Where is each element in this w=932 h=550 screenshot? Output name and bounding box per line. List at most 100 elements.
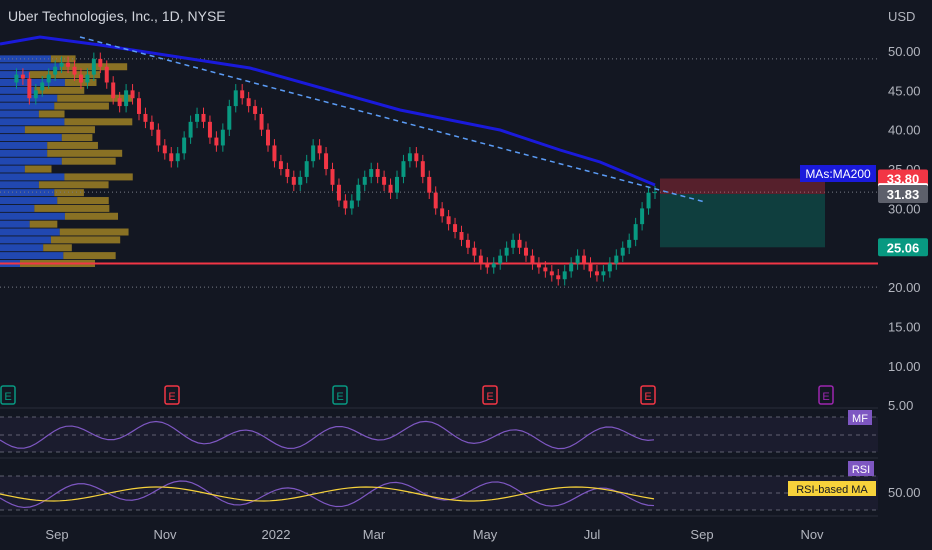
- candle-body: [59, 62, 64, 67]
- volume-profile-bar: [63, 252, 116, 260]
- candle-body: [175, 153, 180, 162]
- candle-body: [607, 263, 612, 272]
- volume-profile-bar: [61, 134, 93, 142]
- candle-body: [98, 58, 103, 67]
- candle-body: [227, 106, 232, 130]
- earnings-marker-icon: [0, 385, 16, 405]
- candle-body: [104, 66, 109, 83]
- candle-body: [569, 263, 574, 272]
- candle-body: [420, 161, 425, 177]
- chart-title: Uber Technologies, Inc., 1D, NYSE: [8, 8, 226, 24]
- volume-profile-bar: [0, 126, 25, 134]
- candle-body: [382, 176, 387, 185]
- candle-body: [640, 208, 645, 225]
- candle-body: [85, 74, 90, 83]
- volume-profile-bar: [0, 102, 55, 110]
- volume-profile-bar: [57, 94, 133, 102]
- mf-band: [0, 417, 878, 452]
- earnings-marker-icon: [332, 385, 348, 405]
- volume-profile-bar: [0, 134, 62, 142]
- volume-profile-bar: [0, 63, 60, 71]
- x-tick-label: Nov: [800, 527, 824, 542]
- position-loss-zone: [660, 193, 825, 248]
- candle-body: [233, 90, 238, 107]
- candle-body: [498, 255, 503, 264]
- candle-body: [582, 255, 587, 264]
- ma-label-box: [800, 165, 876, 182]
- rsi-band: [0, 476, 878, 510]
- volume-profile-bar: [0, 173, 65, 181]
- volume-profile-bar: [24, 126, 95, 134]
- x-tick-label: May: [473, 527, 498, 542]
- x-tick-label: Sep: [690, 527, 713, 542]
- volume-profile-bar: [29, 220, 58, 228]
- candle-body: [349, 200, 354, 209]
- candle-body: [601, 271, 606, 276]
- candle-body: [14, 74, 19, 83]
- volume-profile-bar: [50, 55, 76, 63]
- candle-body: [446, 216, 451, 225]
- candle-body: [653, 192, 657, 194]
- rsi-ma-line: [0, 486, 655, 502]
- candle-body: [40, 82, 45, 91]
- candle-body: [317, 145, 322, 154]
- x-tick-label: 2022: [262, 527, 291, 542]
- candle-body: [272, 145, 277, 162]
- trend-line: [79, 36, 706, 203]
- candle-body: [246, 98, 251, 107]
- volume-profile-bar: [0, 252, 64, 260]
- mf-label-box: [848, 410, 872, 425]
- candle-body: [220, 129, 225, 146]
- y-tick-label: 40.00: [888, 123, 921, 138]
- volume-profile-bar: [0, 141, 48, 149]
- volume-profile-bar: [0, 118, 65, 126]
- volume-profile-bar: [64, 173, 133, 181]
- candle-body: [188, 121, 193, 138]
- rsi-ma-label-box: [788, 481, 876, 496]
- volume-profile-bar: [0, 220, 30, 228]
- candle-body: [472, 247, 477, 256]
- candle-body: [369, 169, 374, 177]
- candle-body: [356, 184, 361, 201]
- ma200-line: [0, 35, 656, 187]
- earnings-marker-icon: [482, 385, 498, 405]
- y-tick-label: 30.00: [888, 201, 921, 216]
- candle-body: [304, 161, 309, 177]
- volume-profile-bar: [0, 181, 39, 189]
- y-tick-label: 45.00: [888, 83, 921, 98]
- volume-profile-bar: [54, 102, 109, 110]
- candle-body: [72, 66, 77, 75]
- earnings-marker-label: E: [486, 391, 493, 403]
- rsi-line: [0, 480, 655, 509]
- volume-profile-bar: [0, 86, 35, 94]
- volume-profile-bar: [0, 189, 55, 197]
- candle-body: [117, 98, 122, 107]
- candle-body: [453, 224, 458, 233]
- candle-body: [633, 224, 638, 240]
- x-tick-label: Mar: [363, 527, 386, 542]
- candle-body: [33, 90, 38, 99]
- candle-body: [149, 121, 154, 130]
- x-tick-label: Nov: [153, 527, 177, 542]
- candle-body: [524, 247, 528, 256]
- price-tag: [878, 238, 928, 257]
- candle-body: [388, 184, 393, 193]
- candle-body: [375, 169, 380, 177]
- candle-body: [330, 169, 335, 185]
- candle-body: [291, 176, 296, 185]
- candle-body: [324, 153, 329, 170]
- candle-body: [259, 113, 264, 130]
- y-tick-label: 20.00: [888, 280, 921, 295]
- volume-profile-bar: [0, 149, 48, 157]
- candle-body: [401, 161, 406, 177]
- rsi-label: RSI: [852, 464, 870, 476]
- candle-body: [485, 263, 490, 268]
- volume-profile-bar: [64, 118, 133, 126]
- mf-label: MF: [852, 413, 868, 425]
- candle-body: [511, 239, 516, 248]
- price-tag-label: 25.06: [887, 240, 920, 255]
- earnings-marker-label: E: [4, 391, 11, 403]
- volume-profile-bar: [0, 204, 35, 212]
